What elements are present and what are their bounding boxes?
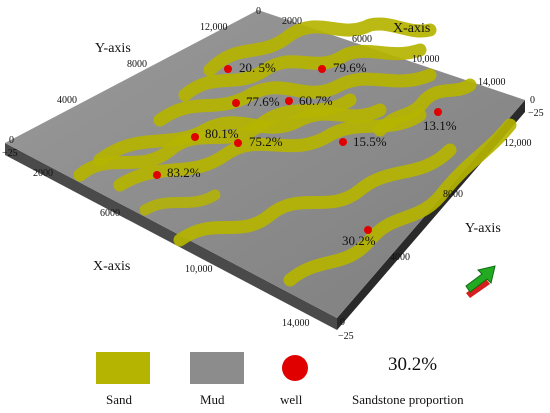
well-proportion-label: 15.5% xyxy=(353,134,387,149)
sand-channel-7 xyxy=(173,143,457,247)
legend: Sand Mud well 30.2% Sandstone proportion xyxy=(0,340,550,413)
sand-channel-2 xyxy=(178,43,427,102)
front-x-tick-0: 2000 xyxy=(33,168,53,179)
legend-sand-swatch xyxy=(96,352,150,384)
well-marker xyxy=(232,99,240,107)
legend-well-label: well xyxy=(280,392,303,407)
well-8: 13.1% xyxy=(423,108,457,133)
sand-channel-5 xyxy=(113,108,427,192)
reservoir-3d-model: Y-axis X-axis X-axis Y-axis 0 2000 6000 … xyxy=(2,6,544,340)
left-y-tick-2: 4000 xyxy=(57,95,77,106)
well-4: 60.7% xyxy=(285,93,333,108)
well-9: 83.2% xyxy=(153,165,201,180)
wells: 20. 5% 79.6% 77.6% 60.7% 80.1% 75.2% 15.… xyxy=(153,60,457,248)
arrow-green-face xyxy=(465,265,496,293)
well-marker xyxy=(364,226,372,234)
well-marker xyxy=(191,133,199,141)
front-x-tick-3: 14,000 xyxy=(282,318,310,329)
well-3: 77.6% xyxy=(232,94,280,109)
sand-channel-1 xyxy=(203,17,437,77)
left-y-tick-1: 8000 xyxy=(127,59,147,70)
sand-channels xyxy=(73,17,517,287)
right-y-tick-0: 12,000 xyxy=(504,138,532,149)
bottom-depth-tick-1: −25 xyxy=(338,331,354,340)
legend-proportion-label: Sandstone proportion xyxy=(352,392,464,407)
well-marker xyxy=(434,108,442,116)
x-axis-title-top: X-axis xyxy=(393,21,430,36)
sand-channel-6 xyxy=(73,93,357,182)
legend-mud-swatch xyxy=(190,352,244,384)
legend-well-marker xyxy=(282,355,308,381)
well-marker xyxy=(234,139,242,147)
right-y-tick-1: 8000 xyxy=(443,189,463,200)
top-x-tick-4: 14,000 xyxy=(478,77,506,88)
left-depth-tick-0: 0 xyxy=(9,135,14,146)
left-depth-tick-1: −25 xyxy=(2,148,18,159)
arrow-red-side xyxy=(466,279,490,298)
x-axis-title-bottom: X-axis xyxy=(93,259,130,274)
green-red-3d-arrow-icon xyxy=(465,265,496,298)
right-depth-tick-1: −25 xyxy=(528,108,544,119)
well-5: 80.1% xyxy=(191,126,239,141)
y-axis-title-right: Y-axis xyxy=(465,221,501,236)
right-depth-tick-0: 0 xyxy=(530,95,535,106)
well-proportion-label: 30.2% xyxy=(342,233,376,248)
well-marker xyxy=(339,138,347,146)
well-1: 20. 5% xyxy=(224,60,276,75)
right-y-tick-2: 4000 xyxy=(390,252,410,263)
legend-mud-label: Mud xyxy=(200,392,225,407)
sand-channel-4 xyxy=(93,103,387,167)
well-proportion-label: 20. 5% xyxy=(239,60,276,75)
left-y-tick-0: 12,000 xyxy=(200,22,228,33)
well-proportion-label: 13.1% xyxy=(423,118,457,133)
top-x-tick-2: 6000 xyxy=(352,34,372,45)
legend-proportion-value: 30.2% xyxy=(388,354,438,375)
well-marker xyxy=(318,65,326,73)
legend-sand-label: Sand xyxy=(106,392,132,407)
well-proportion-label: 75.2% xyxy=(249,134,283,149)
front-x-tick-1: 6000 xyxy=(100,208,120,219)
well-6: 75.2% xyxy=(234,134,283,149)
well-2: 79.6% xyxy=(318,60,367,75)
front-x-tick-2: 10,000 xyxy=(185,264,213,275)
well-10: 30.2% xyxy=(342,226,376,248)
mud-surface xyxy=(5,10,525,318)
block-front-left-side xyxy=(5,143,337,330)
top-x-tick-1: 2000 xyxy=(282,16,302,27)
sand-channel-3 xyxy=(153,68,437,127)
well-proportion-label: 60.7% xyxy=(299,93,333,108)
well-marker xyxy=(153,171,161,179)
well-proportion-label: 80.1% xyxy=(205,126,239,141)
y-axis-title-top: Y-axis xyxy=(95,41,131,56)
well-marker xyxy=(285,97,293,105)
well-proportion-label: 79.6% xyxy=(333,60,367,75)
well-proportion-label: 83.2% xyxy=(167,165,201,180)
sand-channel-10 xyxy=(139,189,221,216)
top-x-tick-0: 0 xyxy=(256,6,261,17)
well-marker xyxy=(224,65,232,73)
top-x-tick-3: 10,000 xyxy=(412,54,440,65)
well-proportion-label: 77.6% xyxy=(246,94,280,109)
bottom-depth-tick-0: 0 xyxy=(340,317,345,328)
well-7: 15.5% xyxy=(339,134,387,149)
sand-channel-8 xyxy=(283,118,517,287)
sand-channel-9 xyxy=(373,78,477,137)
